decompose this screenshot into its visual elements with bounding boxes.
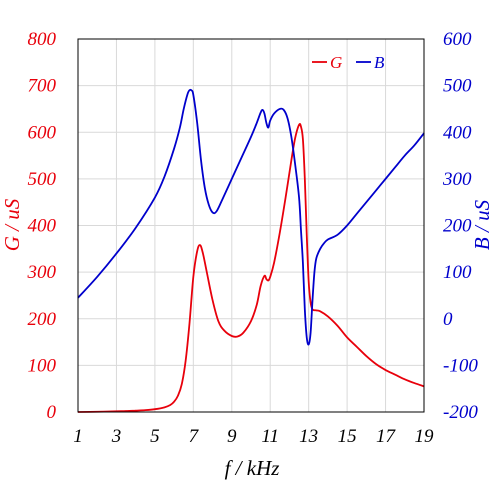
y-left-axis-title: G / uS (0, 198, 24, 251)
y-right-axis-title: B / uS (470, 199, 494, 250)
legend-label-g: G (330, 53, 342, 72)
y-left-tick-label-4: 400 (28, 216, 57, 237)
y-left-axis-ticks: 0 100 200 300 400 500 600 700 800 (27, 29, 57, 423)
x-tick-label-8: 17 (376, 426, 397, 447)
y-right-tick-label-0: -200 (443, 402, 478, 423)
y-right-tick-label-4: 200 (443, 216, 472, 237)
x-tick-label-0: 1 (73, 426, 83, 447)
x-axis-ticks: 1 3 5 7 9 11 13 15 17 19 (73, 426, 434, 447)
legend: G B (312, 53, 385, 72)
x-axis-title: f / kHz (225, 456, 280, 480)
x-tick-label-3: 7 (189, 426, 200, 447)
y-left-tick-label-0: 0 (47, 402, 57, 423)
x-tick-label-5: 11 (261, 426, 279, 447)
y-right-tick-label-7: 500 (443, 76, 472, 97)
y-left-tick-label-5: 500 (28, 169, 57, 190)
series-line-b (77, 88, 425, 346)
y-right-tick-label-6: 400 (443, 122, 472, 143)
y-left-tick-label-6: 600 (28, 122, 57, 143)
y-right-tick-label-3: 100 (443, 262, 472, 283)
x-tick-label-1: 3 (111, 426, 122, 447)
y-left-tick-label-2: 200 (28, 309, 57, 330)
x-tick-label-4: 9 (227, 426, 237, 447)
y-right-tick-label-2: 0 (443, 309, 453, 330)
x-tick-label-6: 13 (299, 426, 318, 447)
legend-label-b: B (374, 53, 385, 72)
x-tick-label-7: 15 (338, 426, 357, 447)
x-tick-label-9: 19 (415, 426, 435, 447)
y-right-axis-ticks: -200 -100 0 100 200 300 400 500 600 (442, 29, 478, 423)
series-layer (77, 88, 425, 413)
x-tick-label-2: 5 (150, 426, 160, 447)
series-line-g (77, 123, 425, 413)
y-right-tick-label-1: -100 (443, 355, 478, 376)
y-right-tick-label-5: 300 (442, 169, 472, 190)
plot-frame (77, 38, 425, 413)
y-left-tick-label-8: 800 (28, 29, 57, 50)
y-left-tick-label-1: 100 (28, 355, 57, 376)
y-right-tick-label-8: 600 (443, 29, 472, 50)
y-left-tick-label-7: 700 (28, 76, 57, 97)
y-left-tick-label-3: 300 (27, 262, 57, 283)
